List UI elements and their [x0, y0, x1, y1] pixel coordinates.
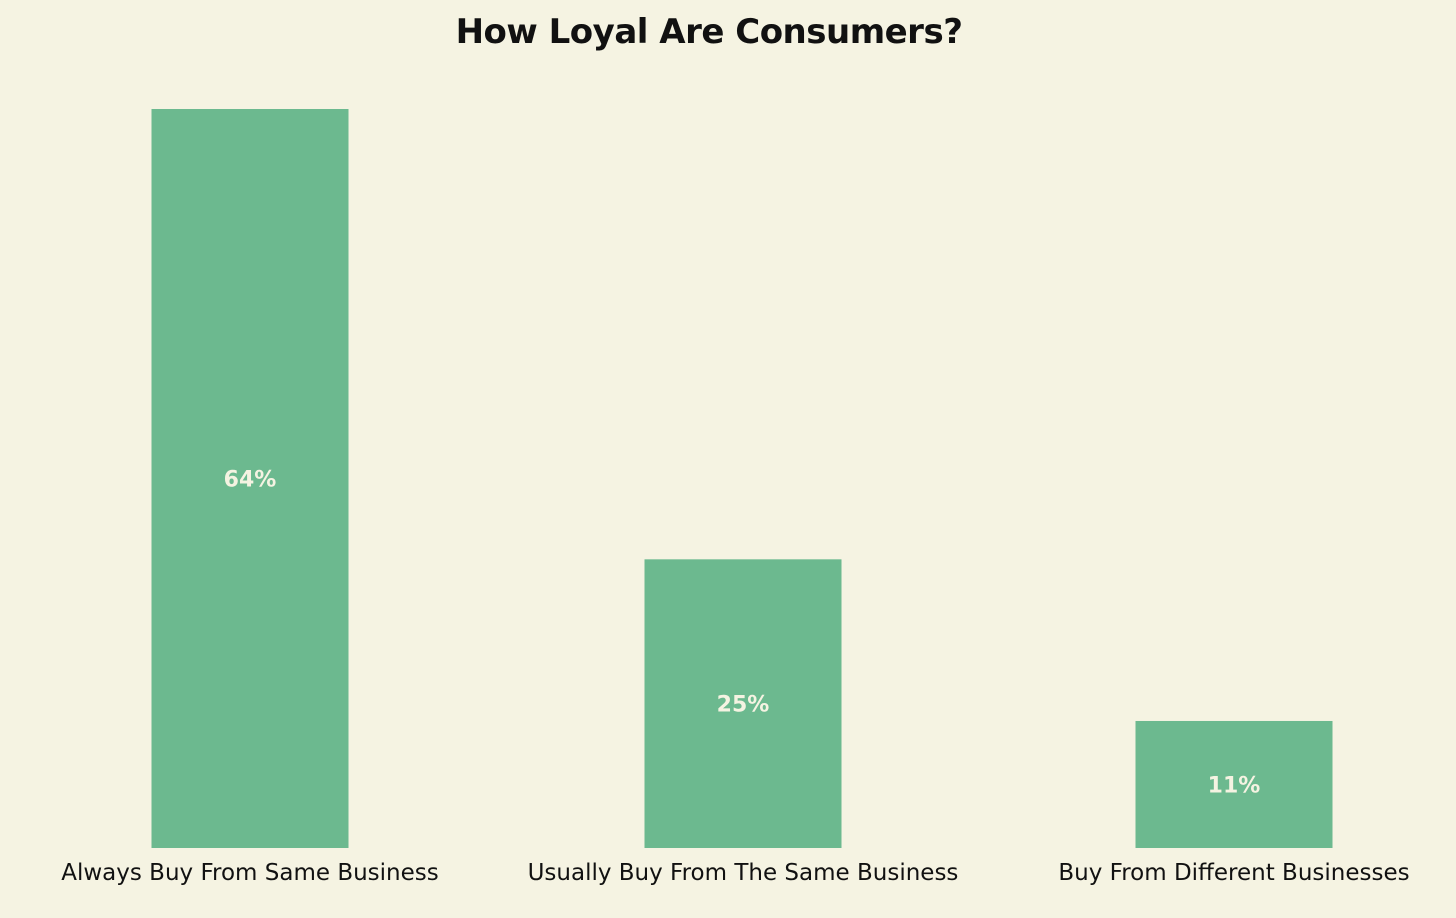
- category-tick-label: Always Buy From Same Business: [61, 860, 439, 886]
- bar-2: [644, 559, 842, 848]
- bar-value-label: 25%: [717, 693, 770, 718]
- category-tick-label: Usually Buy From The Same Business: [528, 860, 959, 886]
- category-tick-label: Buy From Different Businesses: [1058, 860, 1409, 886]
- bar-1: [151, 109, 349, 848]
- bar-value-label: 11%: [1208, 773, 1261, 798]
- bar-3: [1135, 720, 1333, 848]
- bar-value-label: 64%: [224, 468, 277, 493]
- chart-title: How Loyal Are Consumers?: [455, 12, 963, 52]
